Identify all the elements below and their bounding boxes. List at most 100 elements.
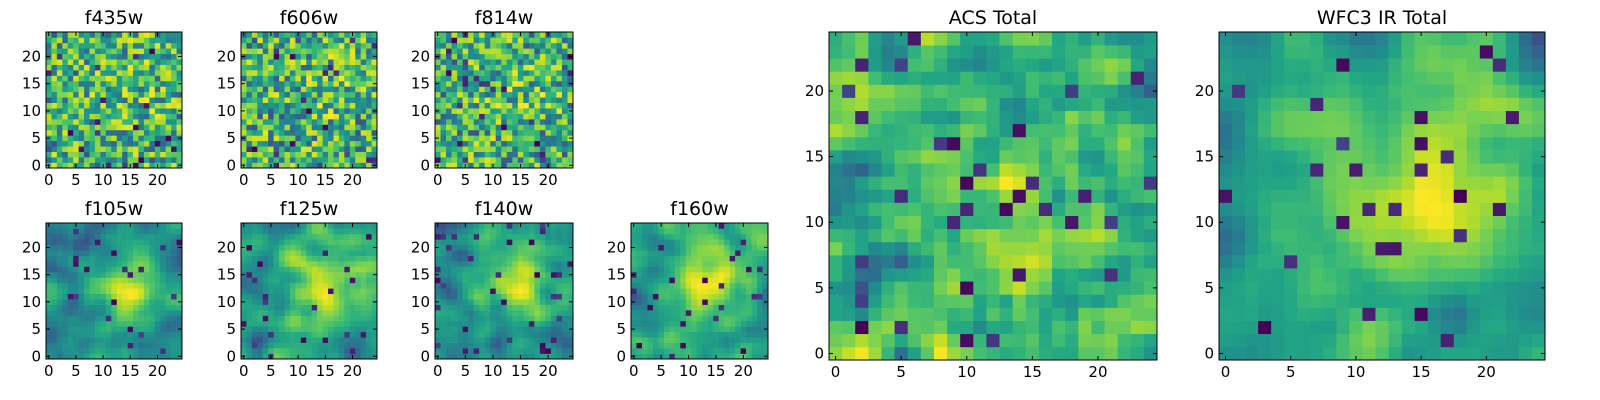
heatmap-cell [435, 331, 441, 338]
heatmap-cell [84, 80, 90, 87]
heatmap-cell [1038, 281, 1053, 295]
heatmap-cell [1104, 163, 1118, 177]
heatmap-cell [273, 266, 280, 273]
heatmap-cell [328, 37, 334, 44]
heatmap-cell [473, 129, 480, 136]
heatmap-cell [317, 108, 323, 114]
heatmap-cell [1038, 228, 1053, 243]
heatmap-cell [94, 299, 101, 305]
heatmap-cell [355, 250, 361, 256]
heatmap-cell [78, 32, 85, 38]
heatmap-cell [457, 42, 463, 49]
heatmap-cell [165, 42, 172, 49]
heatmap-cell [67, 320, 74, 327]
heatmap-cell [333, 288, 340, 295]
heatmap-cell [262, 337, 269, 343]
heatmap-cell [468, 108, 474, 114]
y-tick-label: 15 [22, 266, 41, 284]
heatmap-cell [149, 331, 156, 338]
heatmap-cell [176, 124, 183, 131]
heatmap-cell [116, 271, 123, 278]
heatmap-cell [73, 91, 79, 98]
heatmap-cell [355, 277, 361, 284]
heatmap-cell [171, 261, 177, 267]
heatmap-cell [528, 102, 535, 109]
heatmap-cell [506, 315, 513, 322]
heatmap-cell [105, 299, 112, 305]
heatmap-cell [289, 233, 296, 240]
heatmap-cell [669, 353, 676, 360]
heatmap-cell [284, 32, 291, 38]
heatmap-cell [561, 64, 568, 71]
heatmap-cell [658, 299, 665, 305]
heatmap-cell [322, 239, 329, 246]
heatmap-cell [517, 140, 524, 147]
heatmap-cell [149, 91, 156, 98]
heatmap-cell [440, 135, 447, 142]
heatmap-cell [300, 320, 307, 327]
heatmap-cell [349, 228, 356, 235]
heatmap-cell [284, 146, 291, 152]
heatmap-cell [122, 326, 128, 333]
heatmap-cell [289, 162, 296, 169]
heatmap-cell [165, 140, 172, 147]
heatmap-cell [94, 348, 101, 354]
heatmap-cell [631, 342, 637, 349]
heatmap-cell [757, 271, 763, 278]
heatmap-cell [1012, 268, 1027, 282]
heatmap-cell [484, 277, 491, 284]
heatmap-cell [51, 299, 58, 305]
heatmap-cell [1038, 307, 1053, 321]
heatmap-cell [311, 64, 318, 71]
heatmap-cell [735, 326, 741, 333]
heatmap-cell [56, 331, 63, 338]
heatmap-cell [550, 48, 557, 55]
heatmap-cell [138, 86, 145, 93]
heatmap-cell [138, 342, 145, 349]
heatmap-cell [762, 310, 769, 316]
panel-title: f606w [280, 7, 339, 29]
heatmap-cell [143, 91, 150, 98]
y-tick-label: 0 [226, 347, 236, 365]
heatmap-cell [328, 59, 334, 65]
heatmap-cell [160, 113, 166, 120]
heatmap-cell [105, 135, 112, 142]
heatmap-cell [1065, 255, 1079, 269]
heatmap-cell [268, 64, 274, 71]
heatmap-cell [855, 202, 869, 216]
heatmap-cell [855, 241, 869, 256]
heatmap-cell [284, 250, 291, 256]
heatmap-cell [490, 97, 497, 104]
heatmap-cell [539, 48, 546, 55]
heatmap-cell [349, 157, 356, 163]
heatmap-cell [746, 277, 752, 284]
heatmap-cell [127, 119, 134, 125]
heatmap-cell [517, 282, 524, 289]
heatmap-cell [349, 108, 356, 114]
heatmap-cell [344, 91, 351, 98]
heatmap-cell [176, 282, 183, 289]
heatmap-cell [440, 108, 447, 114]
heatmap-cell [251, 146, 258, 152]
heatmap-cell [289, 342, 296, 349]
heatmap-cell [165, 124, 172, 131]
heatmap-cell [251, 271, 258, 278]
heatmap-cell [631, 261, 637, 267]
heatmap-cell [468, 337, 474, 343]
heatmap-cell [338, 32, 345, 38]
heatmap-cell [333, 250, 340, 256]
heatmap-cell [652, 277, 659, 284]
heatmap-cell [550, 129, 557, 136]
heatmap-cell [707, 326, 714, 333]
heatmap-cell [495, 75, 502, 82]
heatmap-cell [300, 304, 307, 311]
heatmap-cell [333, 86, 340, 93]
heatmap-cell [506, 271, 513, 278]
heatmap-cell [556, 80, 563, 87]
heatmap-cell [100, 140, 107, 147]
heatmap-cell [328, 223, 334, 229]
heatmap-cell [495, 304, 502, 311]
heatmap-cell [658, 315, 665, 322]
heatmap-cell [257, 250, 264, 256]
heatmap-cell [652, 326, 659, 333]
